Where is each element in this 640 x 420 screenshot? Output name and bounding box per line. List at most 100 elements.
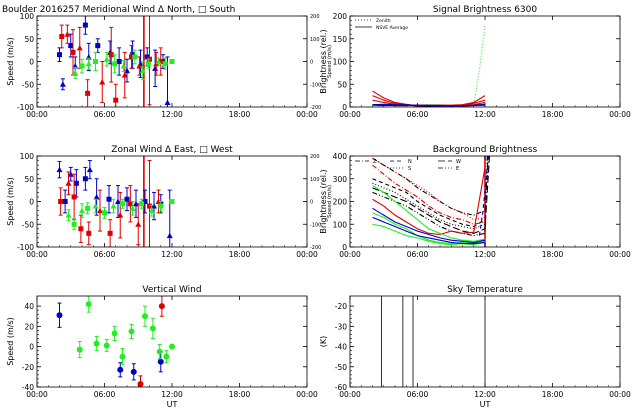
plot-frame — [36, 155, 308, 248]
y-tick-label: 50 — [337, 80, 347, 89]
data-point-square — [78, 226, 84, 232]
y2-axis-label: Speed (m/s) — [327, 45, 333, 78]
data-point-triangle — [164, 99, 171, 105]
y-tick-label: -50 — [22, 80, 34, 89]
y-tick-label: -20 — [335, 302, 347, 311]
legend-label: Z — [373, 159, 377, 165]
series-line-red-3 — [372, 157, 486, 221]
data-point-triangle — [76, 44, 83, 51]
data-point-square — [107, 230, 113, 236]
panel-zonal: Zonal Wind Δ East, □ West -100 -50 0 50 100 Sp… — [6, 145, 333, 259]
x-tick-label: 18:00 — [542, 110, 564, 119]
plot-frame — [36, 15, 308, 108]
data-point-circle — [103, 342, 110, 349]
data-point-triangle — [133, 200, 139, 207]
y-tick-label: -50 — [335, 363, 347, 372]
x-tick-label: 06:00 — [407, 390, 429, 399]
plot-area-background — [372, 156, 491, 247]
x-tick-label: 00:00 — [339, 390, 361, 399]
x-tick-label: 12:00 — [474, 110, 496, 119]
y-tick-label: 0 — [29, 58, 34, 67]
x-tick-label: 12:00 — [474, 390, 496, 399]
plot-area-signal — [372, 25, 486, 107]
y2-axis-label: Speed (m/s) — [327, 185, 333, 218]
y-tick-label: 300 — [333, 175, 348, 184]
legend-label: W — [456, 159, 461, 165]
series-red — [58, 160, 162, 247]
series-blue — [56, 160, 173, 247]
data-point-triangle — [103, 56, 110, 62]
legend-label: NSVE Average — [376, 25, 408, 31]
data-point-square — [113, 97, 119, 103]
data-point-triangle — [59, 81, 66, 87]
panel-signal: Signal Brightness 6300 0 50 100 150 200 Bright… — [319, 5, 631, 119]
x-axis-label: UT — [167, 400, 178, 409]
y2-tick-label: -200 — [310, 105, 321, 111]
data-point-square — [85, 205, 91, 211]
y2-tick-label: 0 — [310, 60, 313, 66]
y-tick-label: 400 — [333, 152, 348, 161]
data-point-triangle — [136, 63, 143, 69]
data-point-square — [86, 230, 92, 236]
data-point-triangle — [56, 166, 63, 173]
y-tick-label: 100 — [333, 58, 348, 67]
panel-sky: Sky Temperature -60 -50 -40 -30 -20 (K) 00:00 06… — [319, 285, 631, 409]
x-tick-label: 06:00 — [94, 110, 116, 119]
data-point-circle — [163, 353, 170, 360]
data-point-square — [158, 203, 164, 209]
chart-title: Sky Temperature — [447, 285, 523, 295]
data-point-square — [57, 52, 62, 58]
x-tick-label: 18:00 — [229, 110, 251, 119]
legend-label: Zenith — [376, 18, 391, 24]
x-tick-label: 06:00 — [94, 390, 116, 399]
data-point-circle — [137, 380, 144, 387]
panel-vertical: Vertical Wind -40 -20 0 20 40 Speed (m/s) 00:00… — [6, 285, 318, 409]
series-line-S — [372, 182, 486, 230]
y-tick-label: -100 — [17, 243, 34, 252]
x-tick-label: 00:00 — [26, 250, 48, 259]
x-tick-label: 18:00 — [542, 390, 564, 399]
data-point-triangle — [67, 171, 74, 177]
data-point-triangle — [120, 63, 127, 69]
data-point-triangle — [117, 212, 124, 218]
y2-tick-label: 200 — [310, 154, 320, 160]
y-tick-label: 0 — [29, 343, 34, 352]
y-tick-label: -50 — [22, 220, 34, 229]
y-tick-label: -100 — [17, 103, 34, 112]
y-tick-label: -40 — [22, 383, 34, 392]
data-point-square — [142, 199, 148, 204]
series-blue — [57, 16, 171, 107]
series-blue — [56, 302, 164, 381]
data-point-triangle — [64, 31, 71, 37]
data-point-square — [112, 61, 118, 67]
data-point-square — [93, 59, 98, 64]
y2-tick-label: 200 — [310, 14, 320, 20]
y2-tick-label: 100 — [310, 37, 320, 43]
y-tick-label: 150 — [333, 35, 348, 44]
data-point-triangle — [155, 58, 162, 64]
legend-label: S — [408, 166, 411, 172]
y2-tick-label: -200 — [310, 245, 321, 251]
plot-area-zonal — [56, 156, 175, 247]
chart-title: Signal Brightness 6300 — [433, 5, 537, 15]
data-point-triangle — [121, 72, 128, 78]
y-axis-label: (K) — [319, 336, 328, 348]
x-tick-label: 06:00 — [94, 250, 116, 259]
y-tick-label: 100 — [20, 152, 35, 161]
x-tick-label: 00:00 — [26, 110, 48, 119]
data-point-square — [71, 194, 77, 200]
plot-frame — [349, 15, 621, 108]
data-point-square — [116, 59, 122, 64]
series-line-N — [372, 178, 486, 228]
data-point-circle — [119, 353, 126, 360]
x-tick-label: 18:00 — [229, 250, 251, 259]
y-axis-label: Speed (m/s) — [6, 177, 15, 226]
x-tick-label: 00:00 — [296, 250, 318, 259]
data-point-triangle — [86, 166, 93, 173]
plot-frame — [36, 295, 308, 388]
data-point-circle — [111, 330, 118, 337]
x-tick-label: 00:00 — [26, 390, 48, 399]
data-point-triangle — [166, 232, 173, 239]
plot-frame — [349, 155, 621, 248]
data-point-square — [102, 210, 107, 216]
